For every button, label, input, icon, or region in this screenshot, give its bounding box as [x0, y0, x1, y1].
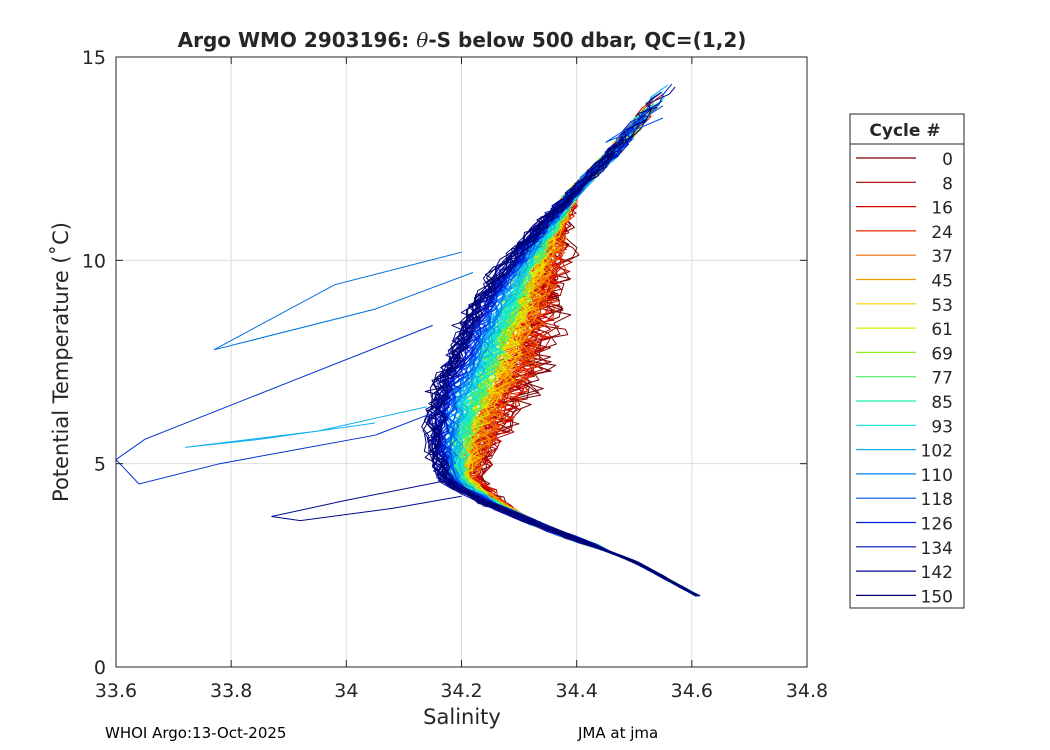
legend-entry: 61 [856, 320, 953, 340]
legend-entry: 24 [856, 223, 953, 243]
fresh-intrusion-line [185, 406, 428, 448]
x-tick-label: 34.4 [556, 680, 598, 702]
y-tick-label: 5 [94, 454, 106, 476]
legend-label: 85 [931, 393, 953, 413]
fresh-intrusion-line [605, 105, 664, 143]
fresh-intrusion-line [213, 251, 474, 351]
legend-entry: 102 [856, 442, 953, 462]
y-tick-label: 15 [82, 47, 106, 69]
footer-right: JMA at jma [578, 724, 659, 742]
profile-line-cycle-150 [426, 92, 700, 597]
legend-label: 142 [921, 563, 953, 583]
legend-label: 0 [942, 150, 953, 170]
legend-label: 69 [931, 344, 953, 364]
legend-entry: 77 [856, 369, 953, 389]
fresh-intrusion-line [271, 479, 462, 522]
legend-label: 118 [921, 490, 953, 510]
legend-label: 61 [931, 320, 953, 340]
legend-entry: 8 [856, 174, 953, 194]
legend-entry: 53 [856, 296, 953, 316]
legend-entry: 126 [856, 515, 953, 535]
x-tick-label: 34.2 [440, 680, 482, 702]
legend-label: 37 [931, 247, 953, 267]
legend-box [849, 113, 965, 609]
legend-entry: 0 [856, 150, 953, 170]
legend-entry: 110 [856, 466, 953, 486]
axis-ticks: 33.6 33.8 34 34.2 34.4 34.6 34.8 0 5 10 15 [82, 47, 828, 702]
x-tick-label: 34 [334, 680, 358, 702]
legend-label: 150 [921, 587, 953, 607]
footer-left: WHOI Argo:13-Oct-2025 [105, 724, 287, 742]
x-tick-label: 34.8 [786, 680, 828, 702]
legend-label: 45 [931, 272, 953, 292]
x-tick-label: 34.6 [671, 680, 713, 702]
y-axis-label: Potential Temperature (˚C) [49, 222, 73, 502]
legend-entry: 85 [856, 393, 953, 413]
legend-entry: 150 [856, 587, 953, 607]
legend: Cycle # 0 8 16 24 37 45 53 61 69 77 85 93 102 110 118 1… [849, 113, 965, 609]
legend-entry: 118 [856, 490, 953, 510]
x-tick-label: 33.6 [95, 680, 137, 702]
legend-label: 110 [921, 466, 953, 486]
legend-entry: 16 [856, 199, 953, 219]
profile-line-cycle-150 [424, 106, 698, 597]
legend-entry: 37 [856, 247, 953, 267]
legend-entry: 69 [856, 344, 953, 364]
legend-entry: 93 [856, 417, 953, 437]
x-axis-label: Salinity [423, 705, 501, 729]
legend-label: 102 [921, 442, 953, 462]
legend-label: 126 [921, 515, 953, 535]
fresh-intrusion-line [115, 324, 439, 485]
legend-label: 77 [931, 369, 953, 389]
legend-entry: 134 [856, 539, 953, 559]
legend-label: 53 [931, 296, 953, 316]
y-tick-label: 0 [94, 657, 106, 679]
legend-label: 134 [921, 539, 953, 559]
x-tick-label: 33.8 [210, 680, 252, 702]
legend-entry: 45 [856, 272, 953, 292]
legend-label: 16 [931, 199, 953, 219]
legend-title: Cycle # [869, 121, 940, 141]
y-tick-label: 10 [82, 250, 106, 272]
chart-title: Argo WMO 2903196: θ-S below 500 dbar, QC… [178, 28, 747, 52]
profile-line-cycle-150 [428, 131, 698, 597]
profile-curves [115, 83, 701, 597]
legend-label: 93 [931, 417, 953, 437]
legend-label: 24 [931, 223, 953, 243]
legend-entry: 142 [856, 563, 953, 583]
legend-label: 8 [942, 174, 953, 194]
